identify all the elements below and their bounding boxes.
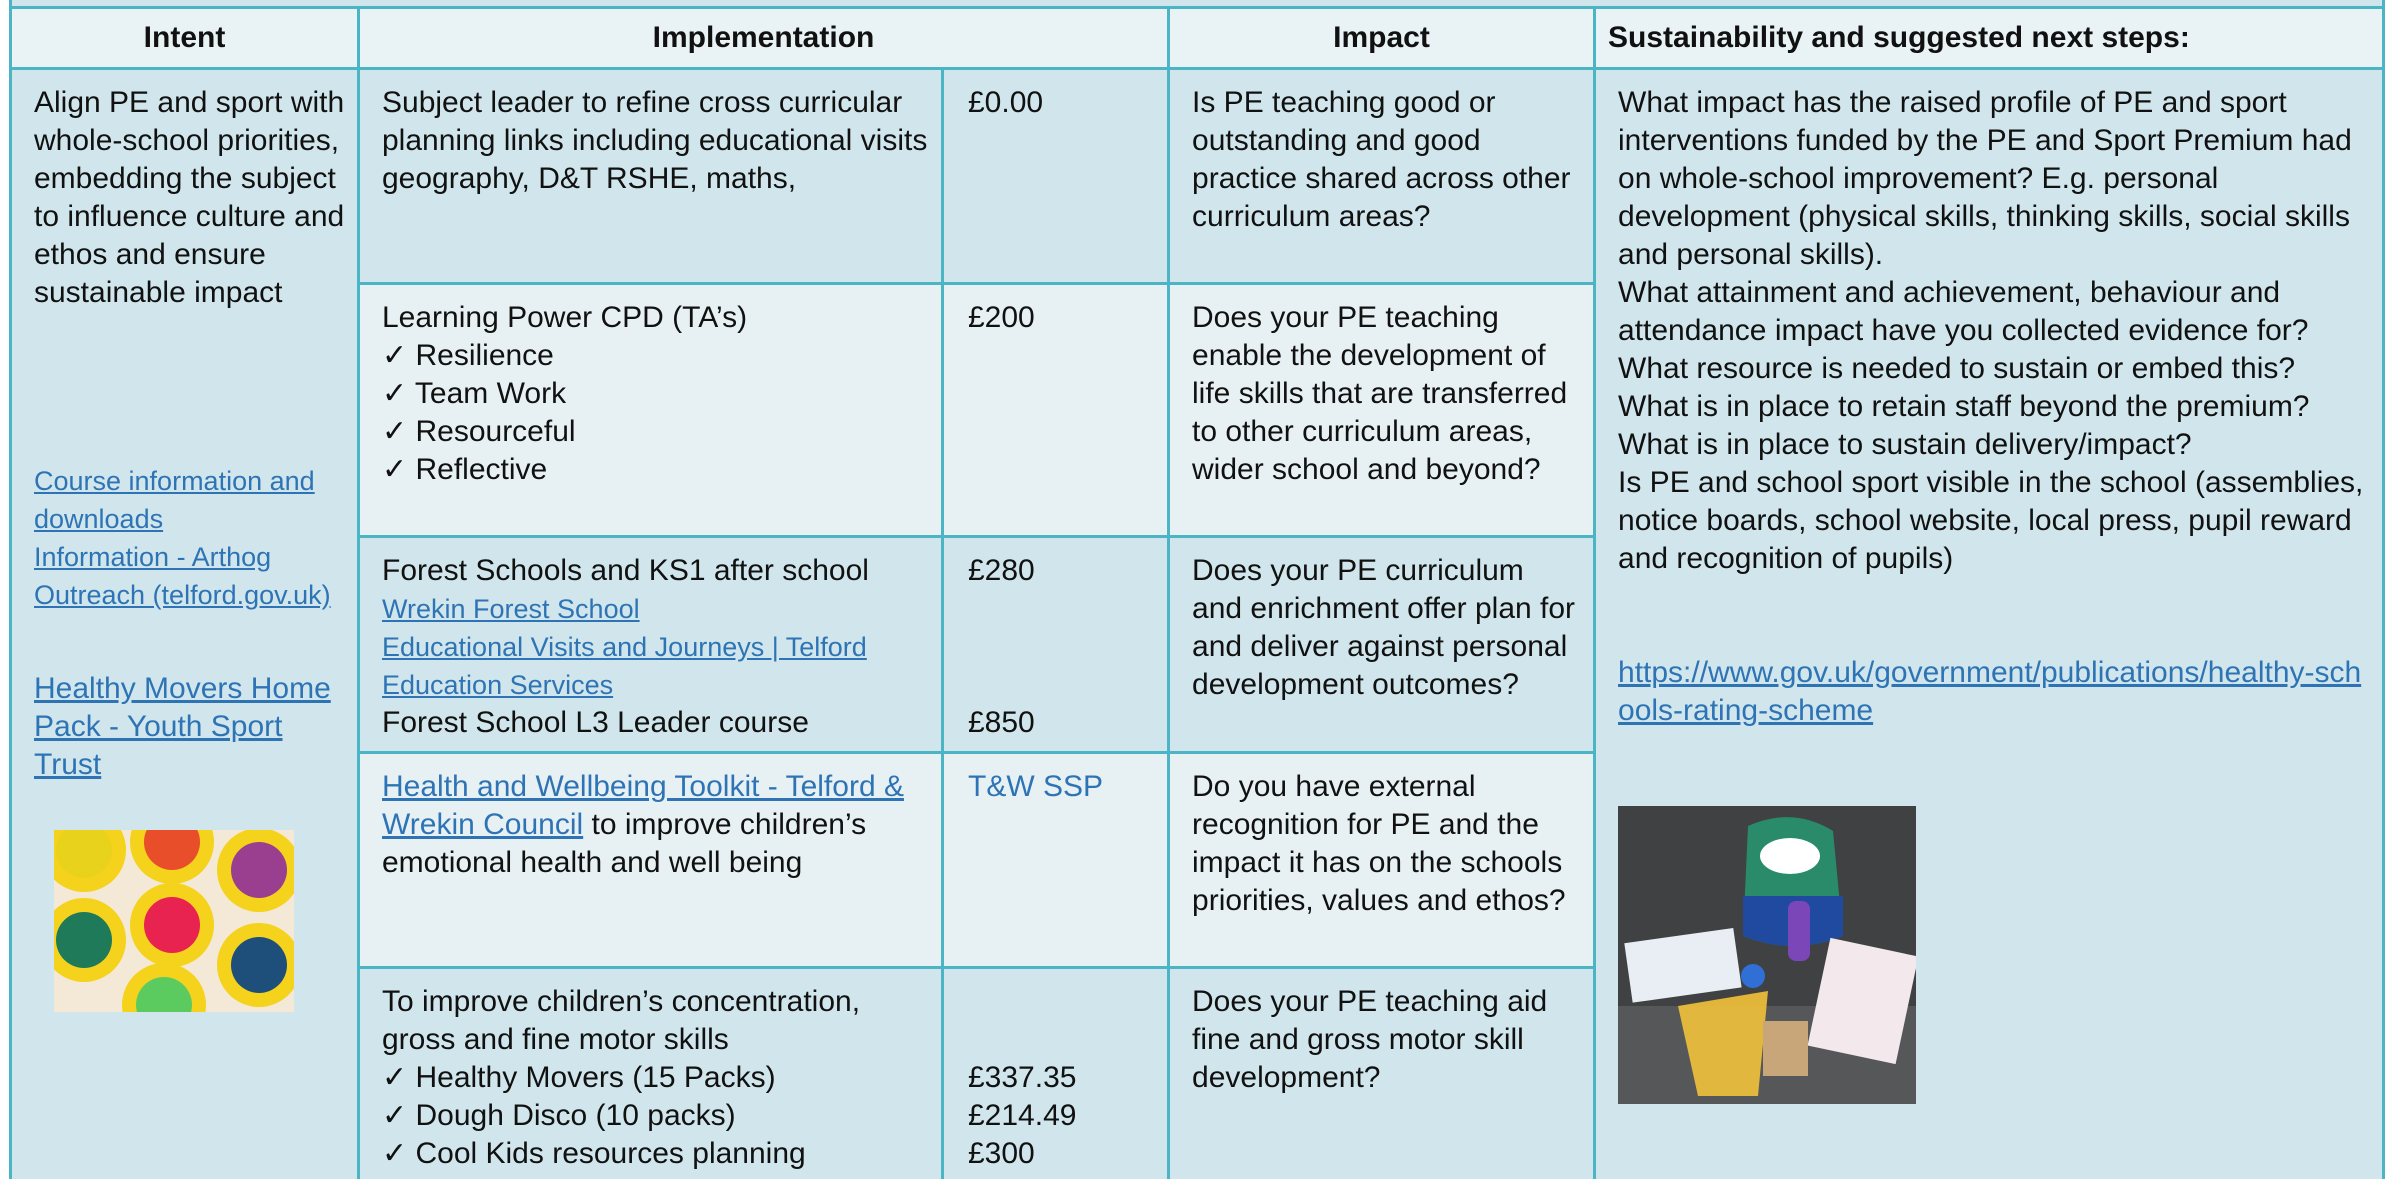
- check-item: ✓ Healthy Movers (15 Packs): [382, 1061, 776, 1094]
- link[interactable]: Health and Wellbeing Toolkit - Telford &…: [382, 770, 904, 841]
- implementation-text: Forest Schools and KS1 after school: [382, 554, 869, 587]
- question: What is in place to retain staff beyond …: [1618, 390, 2310, 423]
- link[interactable]: Healthy Movers Home Pack - Youth Sport T…: [34, 672, 331, 781]
- dough-image: [54, 830, 294, 1012]
- header-impact: Impact: [1167, 6, 1597, 70]
- implementation-text: Forest School L3 Leader course: [382, 706, 809, 739]
- cost-cell: T&W SSP: [940, 751, 1171, 969]
- impact-cell: Does your PE teaching enable the develop…: [1167, 282, 1597, 538]
- row: Health and Wellbeing Toolkit - Telford &…: [12, 751, 2382, 969]
- row: To improve children’s concentration, gro…: [12, 966, 2382, 1179]
- cost: T&W SSP: [968, 770, 1104, 803]
- check-item: ✓ Team Work: [382, 377, 567, 410]
- healthy-movers-image: [1618, 806, 1917, 1104]
- impact-cell: Does your PE teaching aid fine and gross…: [1167, 966, 1597, 1179]
- implementation-cell: Learning Power CPD (TA’s) ✓ Resilience ✓…: [357, 282, 944, 538]
- implementation-text: Subject leader to refine cross curricula…: [382, 86, 928, 195]
- cost-cell: £0.00: [940, 67, 1171, 285]
- cost: £337.35: [968, 1061, 1077, 1094]
- header-implementation: Implementation: [356, 6, 1171, 70]
- impact-cell: Is PE teaching good or outstanding and g…: [1167, 67, 1597, 285]
- implementation-cell: To improve children’s concentration, gro…: [357, 966, 944, 1179]
- impact-cell: Does your PE curriculum and enrichment o…: [1167, 535, 1597, 754]
- check-item: ✓ Resilience: [382, 339, 554, 372]
- link[interactable]: Information - Arthog Outreach (telford.g…: [34, 542, 331, 610]
- impact-cell: Do you have external recognition for PE …: [1167, 751, 1597, 969]
- link[interactable]: Educational Visits and Journeys | Telfor…: [382, 632, 867, 700]
- question: Is PE and school sport visible in the sc…: [1618, 466, 2364, 575]
- link[interactable]: Course information and downloads: [34, 466, 315, 534]
- header-sustainability: Sustainability and suggested next steps:: [1593, 6, 2382, 70]
- implementation-text: Learning Power CPD (TA’s): [382, 301, 748, 334]
- implementation-cell: Health and Wellbeing Toolkit - Telford &…: [357, 751, 944, 969]
- header-row: Intent Implementation Impact Sustainabil…: [12, 6, 2382, 70]
- intent-text: Align PE and sport with whole-school pri…: [34, 86, 345, 309]
- cost-cell: £200: [940, 282, 1171, 538]
- link[interactable]: https://www.gov.uk/government/publicatio…: [1618, 656, 2362, 727]
- cost: £300: [968, 1137, 1035, 1170]
- check-item: ✓ Cool Kids resources planning: [382, 1137, 806, 1170]
- cost-cell: £280 £850: [940, 535, 1171, 754]
- question: What impact has the raised profile of PE…: [1618, 86, 2352, 271]
- cost: £280: [968, 554, 1035, 587]
- intent-cell: Align PE and sport with whole-school pri…: [12, 67, 360, 1179]
- cost: £200: [968, 301, 1035, 334]
- check-item: ✓ Resourceful: [382, 415, 576, 448]
- link[interactable]: Wrekin Forest School: [382, 594, 640, 624]
- intent-links: Course information and downloads Informa…: [34, 462, 345, 614]
- implementation-cell: Forest Schools and KS1 after school Wrek…: [357, 535, 944, 754]
- cost: £214.49: [968, 1099, 1077, 1132]
- check-item: ✓ Dough Disco (10 packs): [382, 1099, 736, 1132]
- question: What resource is needed to sustain or em…: [1618, 352, 2296, 385]
- cost: £850: [968, 706, 1035, 739]
- sustainability-cell: What impact has the raised profile of PE…: [1593, 67, 2382, 1179]
- implementation-cell: Subject leader to refine cross curricula…: [357, 67, 944, 285]
- check-item: ✓ Reflective: [382, 453, 548, 486]
- row: Learning Power CPD (TA’s) ✓ Resilience ✓…: [12, 282, 2382, 538]
- cost-cell: £337.35 £214.49 £300: [940, 966, 1171, 1179]
- implementation-text: to improve children’s emotional health a…: [382, 808, 867, 879]
- document: Intent Implementation Impact Sustainabil…: [9, 0, 2385, 1179]
- row: Forest Schools and KS1 after school Wrek…: [12, 535, 2382, 754]
- question: What is in place to sustain delivery/imp…: [1618, 428, 2192, 461]
- cost: £0.00: [968, 86, 1044, 119]
- implementation-text: To improve children’s concentration, gro…: [382, 985, 861, 1056]
- pe-plan-table: Intent Implementation Impact Sustainabil…: [12, 6, 2382, 1179]
- header-intent: Intent: [12, 6, 360, 70]
- question: What attainment and achievement, behavio…: [1618, 276, 2309, 347]
- row: Align PE and sport with whole-school pri…: [12, 67, 2382, 1179]
